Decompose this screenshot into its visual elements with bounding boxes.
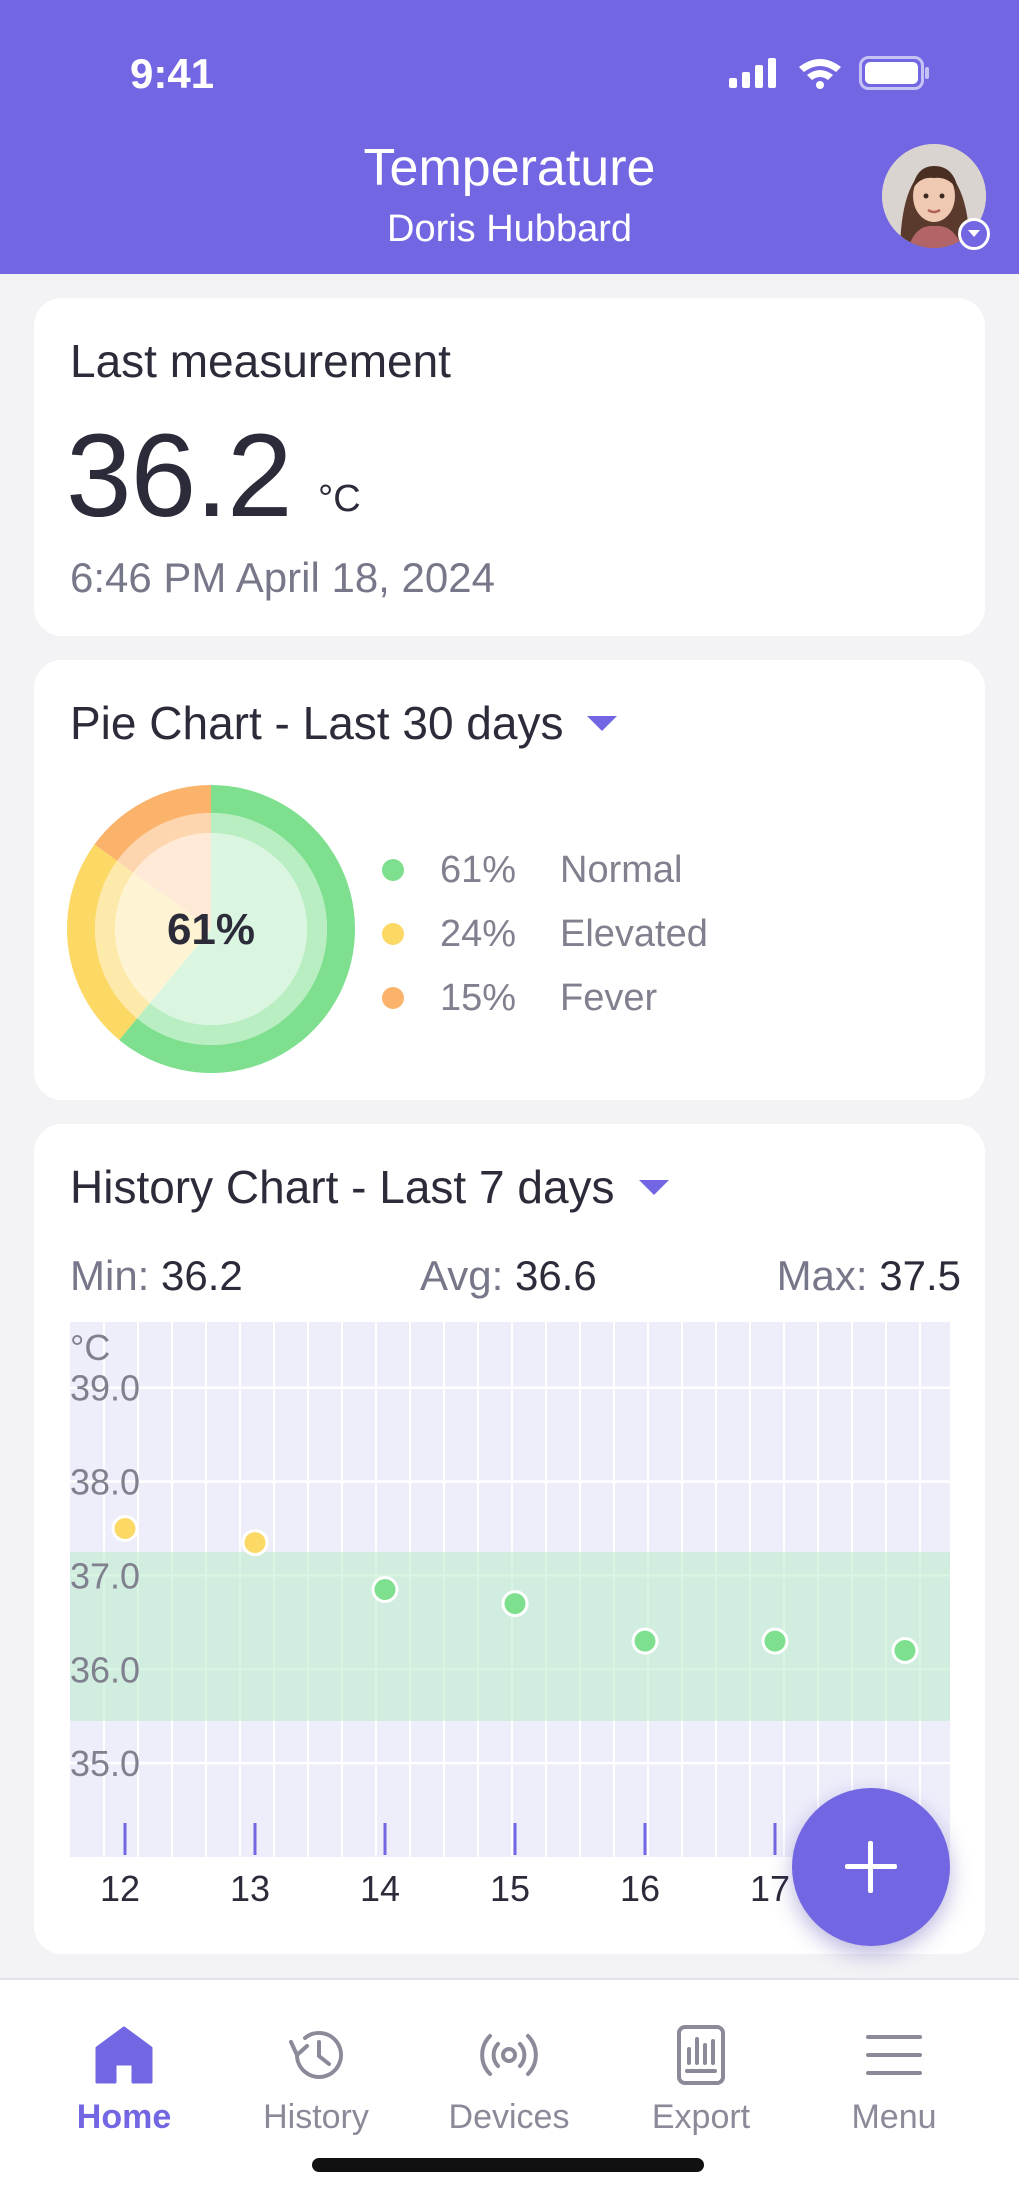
data-point bbox=[631, 1627, 659, 1655]
pie-chart-card: Pie Chart - Last 30 days 61% 61% Normal … bbox=[34, 660, 985, 1100]
legend-label: Fever bbox=[560, 976, 658, 1019]
devices-icon bbox=[480, 2034, 538, 2076]
tab-history[interactable]: History bbox=[226, 2020, 406, 2137]
data-point bbox=[371, 1576, 399, 1603]
legend-item: 15% Fever bbox=[382, 966, 708, 1030]
data-point bbox=[761, 1627, 789, 1655]
tab-history-label: History bbox=[263, 2098, 369, 2136]
pie-slice-elevated bbox=[66, 844, 138, 1040]
history-chart: °C39.0 38.0 37.0 36.0 35.0 12 13 14 15 16 17 bbox=[70, 1322, 950, 1902]
stat-min-value: 36.2 bbox=[161, 1252, 243, 1299]
export-icon bbox=[677, 2025, 725, 2085]
x-tick-label: 15 bbox=[490, 1868, 530, 1902]
legend-dot bbox=[382, 987, 404, 1009]
pie-center-label: 61% bbox=[167, 905, 255, 954]
tab-home[interactable]: Home bbox=[34, 2020, 214, 2137]
pie-legend: 61% Normal 24% Elevated 15% Fever bbox=[382, 838, 708, 1030]
last-measurement-label: Last measurement bbox=[70, 335, 451, 387]
page-title: Temperature bbox=[363, 139, 656, 197]
data-point bbox=[891, 1637, 919, 1665]
wifi-icon bbox=[799, 59, 841, 89]
legend-item: 24% Elevated bbox=[382, 902, 708, 966]
x-tick-label: 17 bbox=[750, 1868, 790, 1902]
pie-slice-fever bbox=[94, 785, 211, 861]
home-indicator bbox=[312, 2158, 704, 2172]
y-axis-unit-label: °C bbox=[70, 1327, 110, 1368]
pie-ring-normal bbox=[137, 813, 327, 1045]
menu-icon bbox=[866, 2035, 922, 2075]
legend-item: 61% Normal bbox=[382, 838, 708, 902]
last-measurement-card: Last measurement 36.2 °C 6:46 PM April 1… bbox=[34, 298, 985, 636]
legend-label: Elevated bbox=[560, 912, 708, 955]
pie-core-fever bbox=[133, 833, 211, 929]
history-icon bbox=[289, 2030, 343, 2079]
tab-menu[interactable]: Menu bbox=[804, 2020, 984, 2137]
plus-icon bbox=[845, 1841, 897, 1893]
status-time: 9:41 bbox=[130, 50, 215, 97]
pie-slice-normal bbox=[119, 785, 356, 1073]
bottom-tab-bar: Home History Devices bbox=[0, 1978, 1019, 2200]
y-tick-label: 37.0 bbox=[70, 1555, 140, 1596]
stat-max: Max: 37.5 bbox=[777, 1252, 961, 1300]
data-point bbox=[111, 1514, 139, 1542]
stat-max-value: 37.5 bbox=[879, 1252, 961, 1299]
avatar[interactable] bbox=[882, 144, 990, 250]
x-tick-label: 13 bbox=[230, 1868, 270, 1902]
x-tick-label: 16 bbox=[620, 1868, 660, 1902]
stat-avg: Avg: 36.6 bbox=[420, 1252, 597, 1300]
data-point bbox=[241, 1529, 269, 1557]
user-name: Doris Hubbard bbox=[387, 208, 632, 250]
y-tick-label: 39.0 bbox=[70, 1368, 140, 1409]
stat-min: Min: 36.2 bbox=[70, 1252, 243, 1300]
legend-label: Normal bbox=[560, 848, 683, 891]
pie-chart: 61% bbox=[66, 785, 356, 1073]
pie-core-elevated bbox=[115, 872, 211, 1003]
tab-home-label: Home bbox=[76, 2098, 172, 2136]
last-measurement-unit: °C bbox=[318, 478, 361, 520]
x-tick-label: 14 bbox=[360, 1868, 400, 1902]
tab-menu-label: Menu bbox=[851, 2098, 937, 2136]
x-tick-label: 12 bbox=[100, 1868, 140, 1902]
pie-core-normal bbox=[149, 833, 307, 1025]
stat-max-label: Max: bbox=[776, 1252, 868, 1299]
legend-percent: 15% bbox=[440, 976, 517, 1019]
tab-devices[interactable]: Devices bbox=[419, 2020, 599, 2137]
last-measurement-value: 36.2 bbox=[66, 410, 293, 542]
stat-avg-value: 36.6 bbox=[514, 1252, 597, 1299]
y-tick-label: 35.0 bbox=[70, 1743, 140, 1784]
pie-ring-fever bbox=[117, 813, 211, 873]
last-measurement-timestamp: 6:46 PM April 18, 2024 bbox=[70, 554, 495, 601]
pie-chart-title: Pie Chart - Last 30 days bbox=[70, 697, 564, 749]
legend-dot bbox=[382, 859, 404, 881]
stat-min-label: Min: bbox=[70, 1252, 150, 1299]
chevron-down-icon bbox=[638, 1179, 669, 1195]
history-chart-title: History Chart - Last 7 days bbox=[70, 1161, 615, 1213]
history-stats: Min: 36.2 Avg: 36.6 Max: 37.5 bbox=[70, 1252, 961, 1302]
stat-avg-label: Avg: bbox=[420, 1252, 504, 1299]
add-measurement-button[interactable] bbox=[792, 1788, 950, 1946]
tab-export-label: Export bbox=[651, 2098, 751, 2136]
legend-percent: 24% bbox=[440, 912, 517, 955]
tab-export[interactable]: Export bbox=[611, 2020, 791, 2137]
normal-range-band bbox=[70, 1551, 950, 1721]
chevron-down-icon bbox=[587, 715, 618, 731]
legend-percent: 61% bbox=[440, 848, 517, 891]
battery-icon bbox=[859, 56, 929, 90]
y-tick-label: 38.0 bbox=[70, 1462, 140, 1503]
pie-ring-elevated bbox=[95, 860, 150, 1019]
app-header: 9:41 Temperature Doris Hubbard bbox=[0, 0, 1019, 274]
status-icons bbox=[729, 56, 931, 90]
data-point bbox=[501, 1590, 529, 1618]
signal-icon bbox=[729, 58, 776, 88]
home-icon bbox=[95, 2026, 153, 2084]
legend-dot bbox=[382, 923, 404, 945]
y-tick-label: 36.0 bbox=[70, 1649, 140, 1690]
history-chart-title-dropdown[interactable]: History Chart - Last 7 days bbox=[70, 1160, 669, 1214]
pie-chart-title-dropdown[interactable]: Pie Chart - Last 30 days bbox=[70, 696, 618, 750]
tab-devices-label: Devices bbox=[448, 2098, 570, 2136]
avatar-dropdown-icon[interactable] bbox=[958, 218, 990, 250]
